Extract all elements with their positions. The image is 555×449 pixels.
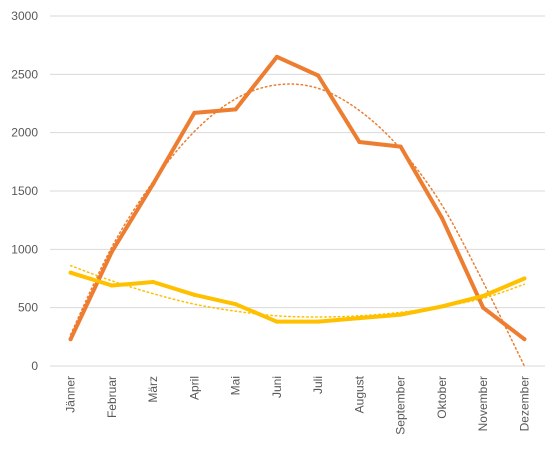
data-point: [68, 337, 73, 342]
x-axis-tick-labels: Jänner Februar März April Mai Juni Juli August S…: [64, 375, 532, 434]
series-line-2: [68, 270, 527, 324]
x-tick-label: Jänner: [64, 376, 78, 413]
data-point: [481, 305, 486, 310]
y-tick-label: 500: [18, 301, 38, 315]
trendline-1: [69, 83, 526, 367]
data-point: [357, 316, 362, 321]
data-point: [522, 276, 527, 281]
x-tick-label: Februar: [105, 376, 119, 418]
gridlines: [50, 15, 545, 367]
data-point: [316, 319, 321, 324]
x-tick-label: Dezember: [517, 376, 531, 431]
data-point: [274, 319, 279, 324]
data-point: [481, 294, 486, 298]
x-tick-label: Oktober: [435, 376, 449, 419]
y-tick-label: 2500: [11, 67, 38, 81]
data-point: [233, 302, 238, 307]
data-point: [439, 215, 444, 220]
series-line-1: [68, 54, 527, 342]
data-point: [274, 54, 279, 59]
x-tick-label: Mai: [229, 376, 243, 395]
x-tick-label: Juni: [270, 376, 284, 398]
x-tick-label: März: [146, 376, 160, 403]
trendlines: [69, 83, 526, 367]
data-point: [151, 182, 156, 186]
data-point: [522, 337, 527, 342]
data-point: [398, 312, 403, 317]
data-point: [357, 140, 362, 144]
data-point: [192, 110, 197, 115]
data-point: [151, 280, 156, 284]
y-tick-label: 1500: [11, 184, 38, 198]
data-point: [109, 249, 114, 254]
data-point: [439, 304, 444, 309]
data-point: [68, 270, 73, 275]
y-axis-tick-labels: 0 500 1000 1500 2000 2500 3000: [11, 9, 38, 373]
x-tick-label: April: [187, 376, 201, 400]
x-tick-label: November: [476, 376, 490, 431]
y-tick-label: 1000: [11, 242, 38, 256]
trendline-2: [69, 264, 526, 318]
data-point: [233, 107, 238, 112]
y-tick-label: 2000: [11, 126, 38, 140]
y-tick-label: 0: [31, 359, 38, 373]
x-tick-label: August: [352, 375, 366, 413]
x-tick-label: Juli: [311, 376, 325, 394]
y-tick-label: 3000: [11, 9, 38, 23]
data-point: [316, 73, 321, 78]
data-point: [192, 292, 197, 297]
x-tick-label: September: [394, 376, 408, 435]
series-lines: [68, 54, 527, 342]
data-point: [109, 283, 114, 288]
data-point: [398, 144, 403, 149]
